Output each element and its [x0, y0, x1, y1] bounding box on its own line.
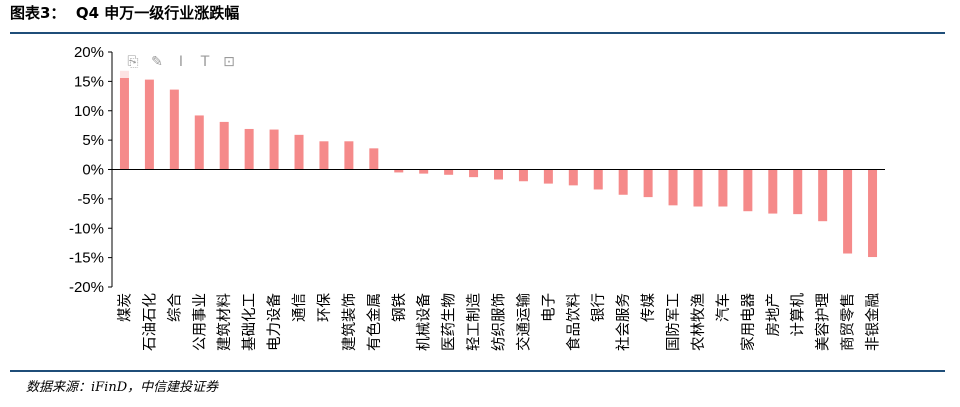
- category-label: 建筑装饰: [341, 293, 358, 351]
- category-label: 汽车: [715, 293, 732, 322]
- category-label: 房地产: [765, 293, 782, 337]
- category-label: 有色金属: [366, 293, 383, 351]
- bar: [793, 169, 803, 215]
- bar: [593, 169, 603, 190]
- bar: [294, 134, 304, 170]
- category-label: 医药生物: [441, 293, 458, 351]
- category-label: 美容护理: [815, 293, 832, 351]
- highlight-icon[interactable]: ✎: [151, 54, 163, 70]
- bar: [319, 141, 329, 170]
- bar: [444, 169, 454, 175]
- category-label: 家用电器: [740, 293, 757, 351]
- category-label: 电力设备: [266, 293, 283, 351]
- y-tick-label: -10%: [69, 220, 104, 237]
- bar: [269, 129, 279, 170]
- y-tick-label: 0%: [82, 162, 104, 179]
- bar: [618, 169, 628, 195]
- bar: [843, 169, 853, 254]
- category-label: 公用事业: [191, 293, 208, 351]
- bar: [394, 169, 404, 173]
- bar: [344, 141, 354, 170]
- top-rule: [10, 32, 945, 34]
- text-cursor-icon[interactable]: Ⅰ: [178, 54, 184, 70]
- y-tick-label: 20%: [74, 44, 104, 61]
- bar: [219, 121, 229, 170]
- category-label: 银行: [590, 293, 607, 322]
- text-insert-icon[interactable]: T: [200, 54, 210, 70]
- floating-toolbar: ⎘ ✎ Ⅰ T ⊡: [118, 46, 246, 78]
- category-label: 轻工制造: [466, 293, 483, 351]
- bar: [419, 169, 429, 174]
- category-label: 交通运输: [514, 293, 532, 351]
- bar: [643, 169, 653, 198]
- source-note: 数据来源：iFinD，中信建投证券: [26, 380, 219, 395]
- category-label: 环保: [316, 293, 333, 322]
- category-label: 煤炭: [116, 293, 133, 322]
- category-label: 钢铁: [391, 293, 408, 322]
- bar: [668, 169, 678, 206]
- bottom-rule: [10, 370, 945, 372]
- bar: [518, 169, 528, 182]
- category-label: 国防军工: [665, 293, 682, 351]
- bar: [119, 70, 129, 170]
- y-tick-label: 10%: [74, 103, 104, 120]
- category-label: 传媒: [640, 293, 657, 322]
- bar: [543, 169, 553, 184]
- bar: [693, 169, 703, 207]
- category-label: 建筑材料: [216, 293, 233, 351]
- crop-icon[interactable]: ⊡: [223, 54, 235, 70]
- bar: [144, 79, 154, 170]
- bar: [743, 169, 753, 212]
- bar: [768, 169, 778, 214]
- category-label: 通信: [291, 293, 308, 322]
- category-label: 纺织服饰: [491, 293, 508, 351]
- bar: [369, 148, 379, 170]
- y-tick-label: 15%: [74, 73, 104, 90]
- category-label: 非银金融: [865, 293, 882, 351]
- category-label: 基础化工: [241, 293, 258, 351]
- category-label: 机械设备: [416, 293, 433, 351]
- category-label: 社会服务: [615, 293, 632, 351]
- y-tick-label: -5%: [77, 191, 104, 208]
- y-tick-label: -15%: [69, 250, 104, 267]
- category-label: 电子: [540, 293, 557, 322]
- bar: [469, 169, 479, 178]
- chart-title: 图表3： Q4 申万一级行业涨跌幅: [10, 4, 240, 22]
- category-label: 食品饮料: [565, 293, 582, 351]
- copy-icon[interactable]: ⎘: [127, 54, 139, 70]
- y-tick-label: 5%: [82, 132, 104, 149]
- category-label: 综合: [166, 293, 183, 322]
- category-label: 农林牧渔: [690, 293, 707, 351]
- category-label: 石油石化: [141, 293, 158, 351]
- bar: [494, 169, 503, 180]
- bar: [568, 169, 578, 186]
- bar: [169, 89, 179, 170]
- y-tick-label: -20%: [69, 279, 104, 296]
- category-label: 商贸零售: [840, 293, 857, 351]
- bar: [718, 169, 728, 207]
- bar: [244, 128, 254, 170]
- bar: [818, 169, 828, 222]
- category-label: 计算机: [790, 293, 807, 337]
- bar: [868, 169, 878, 258]
- bar: [194, 115, 204, 170]
